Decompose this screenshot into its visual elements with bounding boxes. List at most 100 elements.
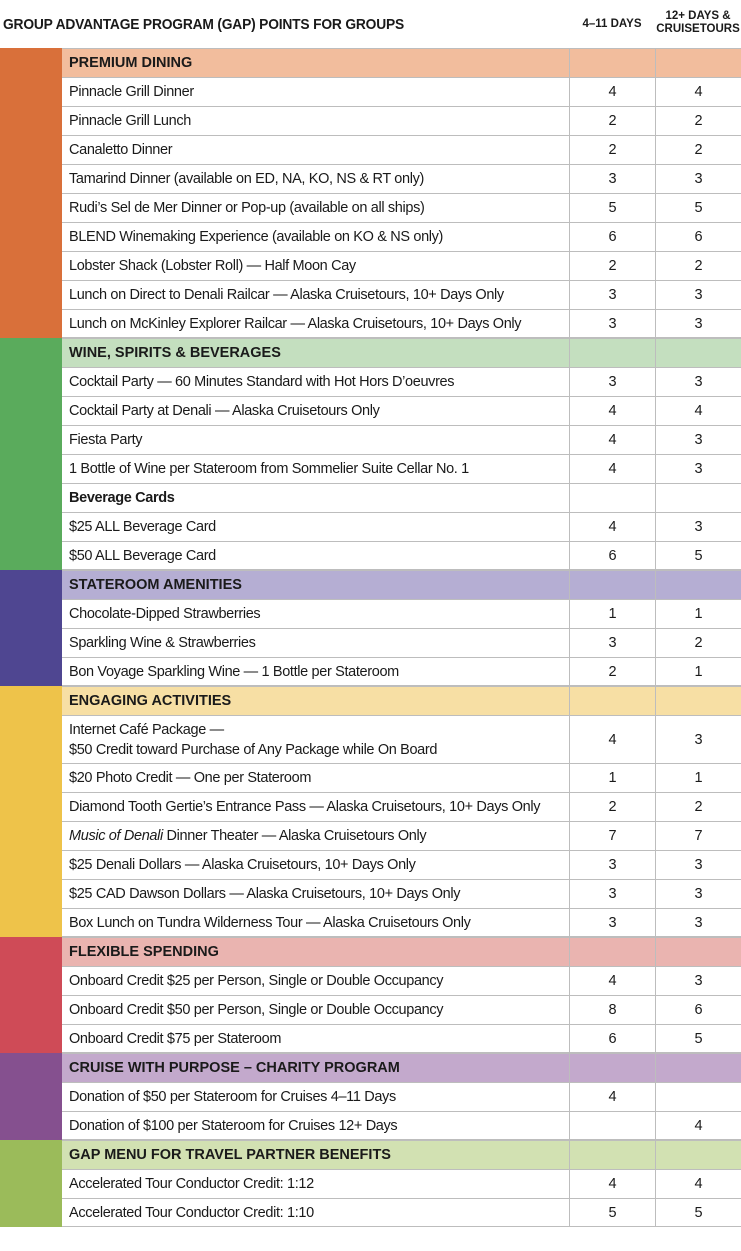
section-header-row: WINE, SPIRITS & BEVERAGES — [62, 338, 741, 367]
item-label: Box Lunch on Tundra Wilderness Tour — Al… — [69, 914, 471, 931]
table-row: $50 ALL Beverage Card 6 5 — [62, 541, 741, 570]
section-title: STATEROOM AMENITIES — [69, 577, 242, 593]
section-rows: GAP MENU FOR TRAVEL PARTNER BENEFITS Acce… — [62, 1140, 741, 1227]
item-label-two-line: Internet Café Package — $50 Credit toward… — [69, 720, 437, 760]
item-label: Music of Denali Dinner Theater — Alaska … — [62, 822, 569, 850]
points-12-plus-days: 3 — [655, 281, 741, 309]
points-12-plus-days: 4 — [655, 397, 741, 425]
section-color-stripe — [0, 1053, 62, 1140]
section-header-empty-cell — [655, 339, 741, 367]
table-row: Diamond Tooth Gertie’s Entrance Pass — A… — [62, 792, 741, 821]
item-label: Donation of $50 per Stateroom for Cruise… — [69, 1089, 396, 1105]
section-header-empty-cell — [655, 571, 741, 599]
section-title: WINE, SPIRITS & BEVERAGES — [69, 345, 281, 361]
item-label: Bon Voyage Sparkling Wine — 1 Bottle per… — [69, 663, 399, 680]
section-header-empty-cell — [569, 339, 655, 367]
points-4-11-days — [569, 484, 655, 512]
table-row: Bon Voyage Sparkling Wine — 1 Bottle per… — [62, 657, 741, 686]
section-header-row: STATEROOM AMENITIES — [62, 570, 741, 599]
table-row: Lunch on Direct to Denali Railcar — Alas… — [62, 280, 741, 309]
points-12-plus-days: 3 — [655, 368, 741, 396]
item-label: $20 Photo Credit — One per Stateroom — [69, 770, 312, 786]
points-4-11-days — [569, 1112, 655, 1139]
section-rows: ENGAGING ACTIVITIES Internet Café Package… — [62, 686, 741, 937]
table-row: Lunch on McKinley Explorer Railcar — Ala… — [62, 309, 741, 338]
table-row: Pinnacle Grill Dinner 4 4 — [62, 77, 741, 106]
table-row: $25 CAD Dawson Dollars — Alaska Cruiseto… — [62, 879, 741, 908]
section-header-empty-cell — [569, 1141, 655, 1169]
section-color-stripe — [0, 937, 62, 1053]
item-label: Cocktail Party at Denali — Alaska Cruise… — [69, 403, 380, 419]
points-12-plus-days — [655, 484, 741, 512]
item-label: Fiesta Party — [69, 432, 143, 448]
table-row: Music of Denali Dinner Theater — Alaska … — [62, 821, 741, 850]
section-title: FLEXIBLE SPENDING — [69, 944, 219, 960]
table-row: Donation of $100 per Stateroom for Cruis… — [62, 1111, 741, 1140]
points-12-plus-days: 3 — [655, 851, 741, 879]
section-header-empty-cell — [569, 571, 655, 599]
item-label: Onboard Credit $50 per Person, Single or… — [69, 1002, 444, 1018]
item-label: Accelerated Tour Conductor Credit: 1:12 — [69, 1176, 314, 1192]
section-header-empty-cell — [569, 938, 655, 966]
column-header-4-11-days: 4–11 DAYS — [582, 18, 642, 30]
points-table: PREMIUM DINING Pinnacle Grill Dinner 4 4 Pin… — [0, 48, 741, 1227]
item-label: Internet Café Package — $50 Credit toward… — [62, 716, 569, 763]
points-4-11-days: 1 — [569, 764, 655, 792]
item-label-line1: Internet Café Package — — [69, 721, 224, 738]
section-color-stripe — [0, 686, 62, 937]
item-label: $25 ALL Beverage Card — [69, 519, 216, 535]
points-4-11-days: 3 — [569, 281, 655, 309]
item-label: Chocolate-Dipped Strawberries — [69, 606, 261, 622]
points-12-plus-days: 1 — [655, 658, 741, 685]
points-4-11-days: 4 — [569, 967, 655, 995]
points-12-plus-days: 6 — [655, 223, 741, 251]
points-4-11-days: 2 — [569, 658, 655, 685]
section-title: GAP MENU FOR TRAVEL PARTNER BENEFITS — [69, 1147, 391, 1163]
points-12-plus-days: 1 — [655, 600, 741, 628]
section-rows: CRUISE WITH PURPOSE – CHARITY PROGRAM Don… — [62, 1053, 741, 1140]
section-header-empty-cell — [655, 1141, 741, 1169]
section-color-stripe — [0, 338, 62, 570]
table-row: Fiesta Party 4 3 — [62, 425, 741, 454]
points-4-11-days: 3 — [569, 165, 655, 193]
points-4-11-days: 2 — [569, 136, 655, 164]
points-4-11-days: 8 — [569, 996, 655, 1024]
table-row: Rudi’s Sel de Mer Dinner or Pop-up (avai… — [62, 193, 741, 222]
section-rows: PREMIUM DINING Pinnacle Grill Dinner 4 4 Pin… — [62, 48, 741, 338]
points-12-plus-days: 3 — [655, 909, 741, 936]
table-row: Cocktail Party — 60 Minutes Standard wit… — [62, 367, 741, 396]
points-12-plus-days: 5 — [655, 194, 741, 222]
section-rows: STATEROOM AMENITIES Chocolate-Dipped Stra… — [62, 570, 741, 686]
table-row: BLEND Winemaking Experience (available o… — [62, 222, 741, 251]
points-4-11-days: 3 — [569, 310, 655, 337]
table-row: Internet Café Package — $50 Credit toward… — [62, 715, 741, 763]
item-label: BLEND Winemaking Experience (available o… — [69, 229, 444, 245]
points-12-plus-days: 4 — [655, 1112, 741, 1139]
item-label: Lunch on McKinley Explorer Railcar — Ala… — [69, 315, 522, 332]
section-header-empty-cell — [655, 1054, 741, 1082]
points-12-plus-days: 2 — [655, 107, 741, 135]
section-header-empty-cell — [569, 1054, 655, 1082]
points-4-11-days: 4 — [569, 1083, 655, 1111]
points-12-plus-days: 3 — [655, 513, 741, 541]
points-4-11-days: 7 — [569, 822, 655, 850]
points-4-11-days: 4 — [569, 426, 655, 454]
table-row: Pinnacle Grill Lunch 2 2 — [62, 106, 741, 135]
table-row: Onboard Credit $50 per Person, Single or… — [62, 995, 741, 1024]
section-header-empty-cell — [569, 49, 655, 77]
item-label: Donation of $100 per Stateroom for Cruis… — [69, 1117, 398, 1134]
section-header-row: PREMIUM DINING — [62, 48, 741, 77]
points-4-11-days: 2 — [569, 793, 655, 821]
points-12-plus-days: 2 — [655, 252, 741, 280]
points-4-11-days: 6 — [569, 1025, 655, 1052]
points-12-plus-days: 6 — [655, 996, 741, 1024]
section-color-stripe — [0, 1140, 62, 1227]
table-row: Sparkling Wine & Strawberries 3 2 — [62, 628, 741, 657]
item-label: Accelerated Tour Conductor Credit: 1:10 — [69, 1204, 314, 1221]
item-label: Lobster Shack (Lobster Roll) — Half Moon… — [69, 258, 356, 274]
table-row: Onboard Credit $25 per Person, Single or… — [62, 966, 741, 995]
item-label: Tamarind Dinner (available on ED, NA, KO… — [69, 171, 424, 187]
section-header-empty-cell — [655, 49, 741, 77]
points-4-11-days: 6 — [569, 542, 655, 569]
column-header-12-plus-line2: CRUISETOURS — [656, 23, 740, 35]
